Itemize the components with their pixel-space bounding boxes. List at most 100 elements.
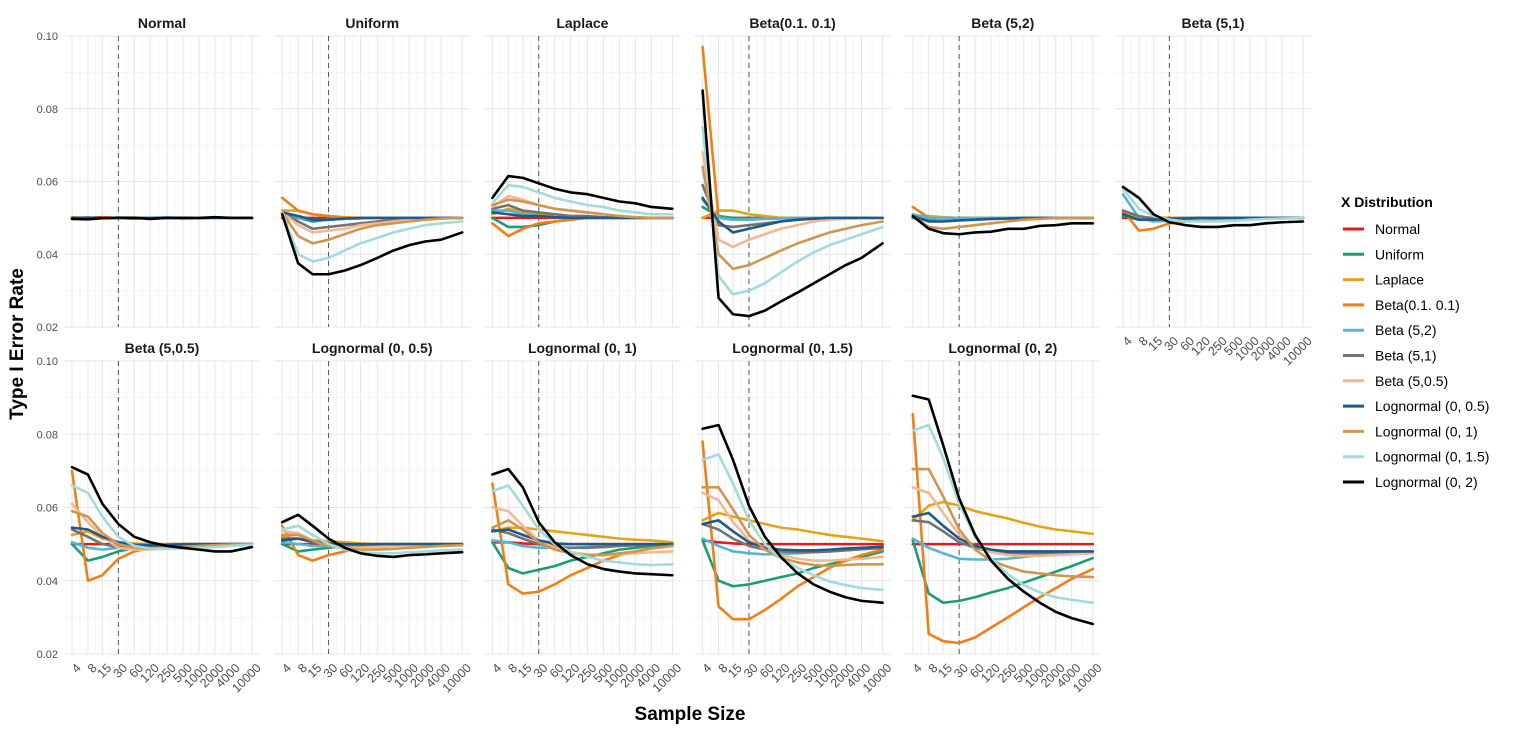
series-line-lognormal-0-1-5: [911, 423, 1095, 605]
series-line-beta-0-1-0-1: [701, 45, 884, 221]
y-tick-label: 0.10: [37, 31, 58, 43]
y-tick-label: 0.08: [37, 429, 58, 441]
series-line-lognormal-0-2: [911, 214, 1095, 236]
legend-label: Laplace: [1375, 272, 1424, 288]
facet-beta-5-1: Beta (5,1)4 81530601202505001000200040001…: [1115, 15, 1315, 368]
x-tick-label: 4: [69, 661, 84, 676]
legend-label: Lognormal (0, 1.5): [1375, 449, 1489, 465]
legend-item-uniform: Uniform: [1343, 246, 1424, 262]
legend-label: Beta (5,2): [1375, 322, 1436, 338]
legend-item-beta-0-1-0-1: Beta(0.1. 0.1): [1343, 297, 1460, 313]
series-line-beta-5-0-5: [701, 491, 884, 562]
series-line-lognormal-0-2: [70, 465, 254, 553]
y-tick-label: 0.04: [37, 576, 58, 588]
series-line-lognormal-0-2: [70, 215, 254, 221]
legend-item-lognormal-0-2: Lognormal (0, 2): [1343, 474, 1478, 490]
series-line-beta-5-2: [911, 537, 1095, 561]
facet-title: Normal: [138, 15, 186, 31]
series-line-beta-5-0-5: [911, 486, 1095, 558]
series-line-lognormal-0-1-5: [491, 183, 674, 216]
facet-title: Lognormal (0, 1): [528, 340, 637, 356]
facet-title: Laplace: [556, 15, 608, 31]
x-axis-title: Sample Size: [635, 704, 746, 725]
legend-item-lognormal-0-1: Lognormal (0, 1): [1343, 423, 1478, 439]
facet-title: Beta(0.1. 0.1): [749, 15, 835, 31]
series-line-lognormal-0-1: [280, 533, 464, 551]
series-line-lognormal-0-0-5: [701, 519, 884, 552]
series-line-lognormal-0-2: [911, 394, 1095, 626]
facet-title: Beta (5,1): [1181, 15, 1244, 31]
series-line-beta-5-1: [701, 522, 884, 554]
facet-laplace: Laplace: [484, 15, 681, 328]
x-tick-label: 4: [279, 661, 294, 676]
series-line-lognormal-0-1: [701, 165, 884, 271]
facet-beta-0-1-0-1: Beta(0.1. 0.1): [694, 15, 891, 328]
series-line-normal: [701, 539, 884, 546]
facet-beta-5-2: Beta (5,2): [904, 15, 1101, 328]
facet-title: Lognormal (0, 0.5): [312, 340, 433, 356]
facet-normal: Normal 0.02 0.04 0.06 0.08 0.10: [37, 15, 260, 334]
y-tick-label: 0.06: [37, 177, 58, 189]
series-line-lognormal-0-1-5: [701, 453, 884, 592]
series-line-lognormal-0-1: [701, 486, 884, 568]
series-line-lognormal-0-1: [491, 198, 674, 220]
legend-item-lognormal-0-1-5: Lognormal (0, 1.5): [1343, 449, 1489, 465]
x-tick-label: 4: [910, 661, 925, 676]
facet-lognormal-0-0-5: Lognormal (0, 0.5)4 815306012025050010002…: [274, 340, 474, 695]
y-tick-label: 0.02: [37, 322, 58, 334]
series-line-lognormal-0-0-5: [701, 196, 884, 234]
y-tick-label: 0.02: [37, 649, 58, 661]
x-tick-label: 4: [489, 661, 504, 676]
series-line-laplace: [911, 500, 1095, 536]
legend-label: Lognormal (0, 1): [1375, 423, 1478, 439]
legend-item-lognormal-0-0-5: Lognormal (0, 0.5): [1343, 398, 1489, 414]
facet-title: Lognormal (0, 2): [948, 340, 1057, 356]
series-line-lognormal-0-1-5: [280, 211, 464, 263]
x-tick-label: 4: [1120, 334, 1135, 349]
series-line-lognormal-0-2: [701, 423, 884, 605]
legend-item-normal: Normal: [1343, 221, 1420, 237]
series-line-lognormal-0-2: [280, 513, 464, 559]
y-tick-label: 0.06: [37, 503, 58, 515]
legend-label: Beta (5,0.5): [1375, 373, 1448, 389]
series-line-lognormal-0-2: [280, 212, 464, 276]
series-line-lognormal-0-1: [911, 467, 1095, 579]
series-line-beta-0-1-0-1: [70, 469, 254, 583]
series-line-lognormal-0-1: [280, 211, 464, 245]
facet-beta-5-0-5: Beta (5,0.5)0.020.040.060.080.104 8153060…: [37, 340, 264, 695]
facet-panels: Normal 0.02 0.04 0.06 0.08 0.10 Uniform Laplace…: [37, 15, 1315, 695]
legend-label: Normal: [1375, 221, 1420, 237]
legend-item-laplace: Laplace: [1343, 272, 1424, 288]
y-tick-label: 0.08: [37, 104, 58, 116]
series-line-lognormal-0-1-5: [491, 484, 674, 567]
legend-label: Beta(0.1. 0.1): [1375, 297, 1460, 313]
series-line-lognormal-0-2: [1121, 185, 1305, 229]
series-line-lognormal-0-1-5: [701, 125, 884, 296]
legend-item-beta-5-1: Beta (5,1): [1343, 348, 1436, 364]
x-tick-label: 4: [700, 661, 715, 676]
facet-title: Beta (5,2): [971, 15, 1034, 31]
facet-lognormal-0-1-5: Lognormal (0, 1.5)4 815306012025050010002…: [694, 340, 894, 695]
facet-lognormal-0-2: Lognormal (0, 2)4 81530601202505001000200…: [904, 340, 1105, 695]
legend: X Distribution Normal Uniform Laplace Beta(…: [1341, 194, 1489, 490]
y-tick-label: 0.10: [37, 356, 58, 368]
facet-lognormal-0-1: Lognormal (0, 1)4 81530601202505001000200…: [484, 340, 684, 695]
series-line-uniform: [701, 205, 884, 220]
legend-label: Beta (5,1): [1375, 348, 1436, 364]
legend-label: Lognormal (0, 2): [1375, 474, 1478, 490]
series-line-beta-0-1-0-1: [911, 412, 1095, 645]
series-line-lognormal-0-0-5: [911, 511, 1095, 553]
series-line-lognormal-0-2: [491, 174, 674, 211]
legend-title: X Distribution: [1341, 194, 1433, 210]
legend-item-beta-5-0-5: Beta (5,0.5): [1343, 373, 1448, 389]
series-line-uniform: [911, 539, 1095, 605]
series-line-beta-5-0-5: [701, 151, 884, 249]
series-line-beta-0-1-0-1: [701, 440, 884, 621]
series-line-lognormal-0-0-5: [280, 211, 464, 221]
facet-uniform: Uniform: [274, 15, 471, 328]
legend-label: Lognormal (0, 0.5): [1375, 398, 1489, 414]
legend-item-beta-5-2: Beta (5,2): [1343, 322, 1436, 338]
series-line-beta-0-1-0-1: [280, 196, 464, 220]
series-line-lognormal-0-1-5: [1121, 187, 1305, 223]
series-line-beta-5-1: [911, 519, 1095, 555]
